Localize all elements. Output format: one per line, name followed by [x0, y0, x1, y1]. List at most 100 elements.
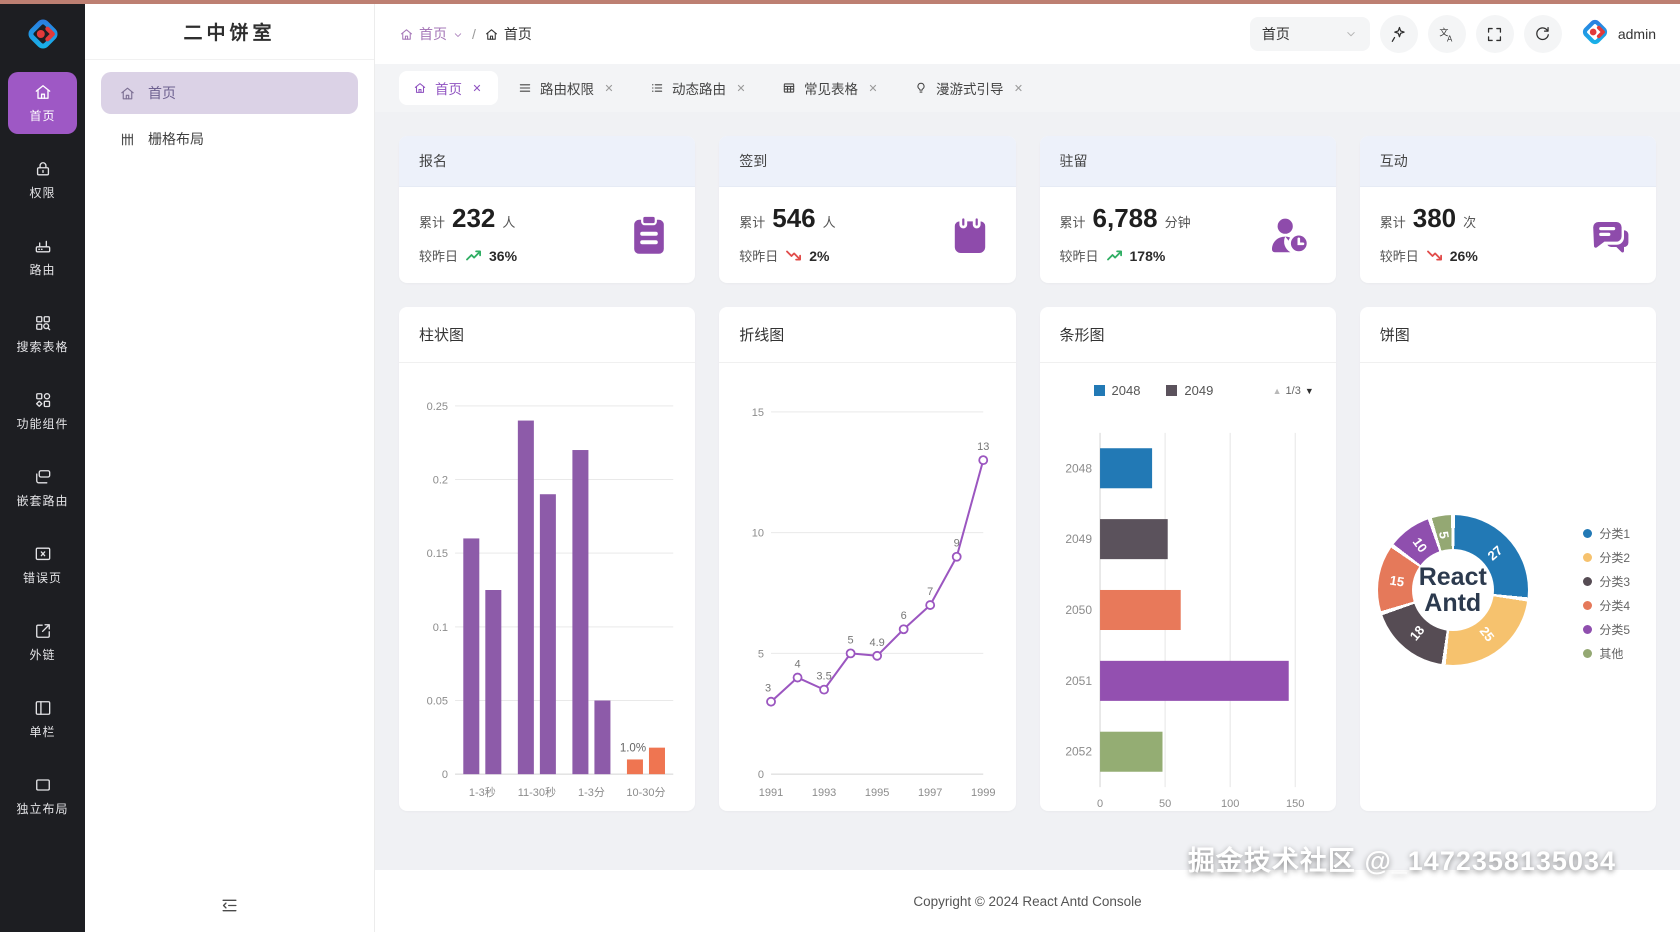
logo-icon — [25, 19, 61, 56]
submenu-item-首页[interactable]: 首页 — [101, 72, 358, 114]
clipboard-icon — [625, 211, 673, 259]
external-link-icon — [33, 621, 53, 641]
tab-close-icon[interactable]: ✕ — [868, 82, 878, 95]
hbar — [1099, 731, 1163, 772]
breadcrumb: 首页 / 首页 — [399, 24, 532, 44]
sidebar-item-独立布局[interactable]: 独立布局 — [8, 765, 77, 827]
slice-label-分类4: 15 — [1389, 572, 1406, 590]
stat-compare-label: 较昨日 — [1379, 249, 1419, 264]
bar — [594, 700, 611, 775]
slice-label-分类2: 25 — [1476, 623, 1498, 645]
tab-常见表格[interactable]: 常见表格 ✕ — [768, 71, 894, 105]
icon-sidebar: 首页权限路由搜索表格功能组件嵌套路由错误页外链单栏独立布局 — [0, 4, 85, 932]
sidebar-item-权限[interactable]: 权限 — [8, 149, 77, 211]
pie-legend: 分类1 分类2 分类3 分类4 分类5 其他 — [1583, 525, 1630, 662]
table-search-icon — [33, 313, 53, 333]
breadcrumb-separator: / — [472, 26, 476, 42]
tab-漫游式引导[interactable]: 漫游式引导 ✕ — [900, 71, 1040, 105]
legend-item-其他[interactable]: 其他 — [1583, 645, 1630, 662]
footer: Copyright © 2024 React Antd Console — [375, 870, 1680, 932]
breadcrumb-item-current[interactable]: 首页 — [484, 24, 532, 44]
user-menu[interactable]: admin — [1580, 17, 1656, 52]
stat-value: 232 — [452, 203, 496, 233]
tab-close-icon[interactable]: ✕ — [604, 82, 614, 95]
sidebar-item-外链[interactable]: 外链 — [8, 611, 77, 673]
tab-close-icon[interactable]: ✕ — [1013, 82, 1024, 95]
sidebar-item-首页[interactable]: 首页 — [8, 72, 77, 134]
stat-unit: 人 — [502, 215, 516, 230]
stat-card-title: 互动 — [1359, 136, 1656, 187]
sidebar-item-错误页[interactable]: 错误页 — [8, 534, 77, 596]
legend-label: 2049 — [1184, 383, 1214, 398]
single-column-icon — [33, 698, 53, 718]
sparkle-icon — [1389, 25, 1408, 44]
menu-fold-button[interactable] — [215, 890, 245, 920]
svg-text:10-30分: 10-30分 — [626, 786, 665, 799]
hbar-chart-svg: 0 50 100 150 2048 2049 2050 2051 2052 — [1065, 432, 1304, 810]
legend-label: 分类5 — [1599, 623, 1630, 637]
pie-chart-card: 饼图 27 25 18 15 10 5 React Antd 分类1 分类2 分类3 分类4 分类5 其他 — [1359, 307, 1656, 811]
legend-pager-down-icon[interactable]: ▼ — [1304, 385, 1314, 396]
svg-text:5: 5 — [758, 648, 764, 660]
slice-label-其他: 5 — [1436, 529, 1452, 540]
legend-item-分类3[interactable]: 分类3 — [1583, 573, 1630, 590]
fullscreen-button[interactable] — [1475, 15, 1514, 53]
sparkle-button[interactable] — [1379, 15, 1418, 53]
legend-item-分类2[interactable]: 分类2 — [1583, 549, 1630, 566]
router-icon — [33, 236, 53, 256]
tab-close-icon[interactable]: ✕ — [472, 82, 482, 95]
home-icon — [484, 27, 499, 42]
stat-card-报名: 报名 累计 232 人较昨日 36% — [399, 136, 696, 283]
stat-card-title: 签到 — [719, 136, 1016, 187]
chart-title: 折线图 — [719, 307, 1016, 363]
tab-label: 路由权限 — [540, 82, 594, 97]
legend-item-分类4[interactable]: 分类4 — [1583, 597, 1630, 614]
page-content: 报名 累计 232 人较昨日 36% 签到 累计 546 人较昨日 2% 驻留 累计 6,788 分钟 较昨… — [375, 112, 1680, 870]
submenu-item-label: 首页 — [148, 85, 176, 101]
sidebar-item-路由[interactable]: 路由 — [8, 226, 77, 288]
app-logo[interactable] — [25, 4, 61, 65]
stat-card-title: 报名 — [399, 136, 696, 187]
submenu-panel: 二中饼室 首页 栅格布局 — [85, 4, 375, 932]
tab-close-icon[interactable]: ✕ — [736, 82, 746, 95]
sidebar-item-单栏[interactable]: 单栏 — [8, 688, 77, 750]
legend-item-分类1[interactable]: 分类1 — [1583, 525, 1630, 542]
svg-text:6: 6 — [901, 610, 907, 622]
legend-item-2048[interactable]: 2048 — [1093, 383, 1140, 398]
breadcrumb-item-home[interactable]: 首页 — [399, 24, 464, 44]
svg-text:0.1: 0.1 — [433, 622, 448, 634]
slice-label-分类1: 27 — [1484, 542, 1506, 564]
sidebar-item-label: 搜索表格 — [16, 340, 69, 354]
tab-首页[interactable]: 首页 ✕ — [399, 71, 498, 105]
menu-icon — [518, 81, 532, 95]
sidebar-item-功能组件[interactable]: 功能组件 — [8, 380, 77, 442]
tab-动态路由[interactable]: 动态路由 ✕ — [636, 71, 762, 105]
stat-value: 6,788 — [1092, 203, 1158, 233]
stat-card-驻留: 驻留 累计 6,788 分钟 较昨日 178% — [1039, 136, 1336, 283]
legend-pager-up-icon[interactable]: ▲ — [1272, 385, 1282, 396]
user-name: admin — [1617, 26, 1656, 42]
sidebar-item-label: 嵌套路由 — [16, 494, 69, 508]
legend-item-2049[interactable]: 2049 — [1166, 383, 1213, 398]
chart-title: 饼图 — [1359, 307, 1656, 363]
fullscreen-icon — [1485, 25, 1504, 44]
submenu-item-栅格布局[interactable]: 栅格布局 — [101, 118, 358, 160]
stat-prefix: 累计 — [1059, 215, 1086, 230]
home-icon — [399, 27, 414, 42]
page-select[interactable]: 首页 — [1249, 17, 1370, 51]
sidebar-item-搜索表格[interactable]: 搜索表格 — [8, 303, 77, 365]
bar — [648, 747, 665, 775]
tab-路由权限[interactable]: 路由权限 ✕ — [504, 71, 630, 105]
legend-item-分类5[interactable]: 分类5 — [1583, 621, 1630, 638]
legend-dot — [1583, 553, 1593, 562]
legend-dot — [1583, 577, 1593, 586]
svg-text:2052: 2052 — [1065, 745, 1092, 759]
sidebar-item-嵌套路由[interactable]: 嵌套路由 — [8, 457, 77, 519]
sidebar-item-label: 单栏 — [29, 725, 56, 739]
refresh-button[interactable] — [1523, 15, 1562, 53]
svg-text:2050: 2050 — [1065, 603, 1092, 617]
bar — [626, 759, 643, 775]
svg-text:0: 0 — [758, 769, 764, 781]
